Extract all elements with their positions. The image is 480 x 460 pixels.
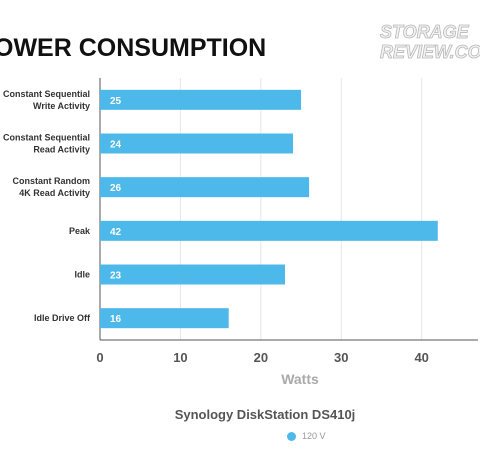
legend-title: Synology DiskStation DS410j: [174, 407, 356, 422]
x-tick-label: 0: [96, 350, 103, 365]
x-axis-label: Watts: [281, 371, 319, 387]
bar: [100, 220, 438, 241]
legend-series-label: 120 V: [302, 431, 326, 441]
x-tick-label: 10: [173, 350, 187, 365]
category-label: Constant Random 4K Read Activity: [13, 176, 91, 198]
bar: [100, 308, 229, 329]
x-tick-label: 30: [334, 350, 348, 365]
category-label: Idle Drive Off: [34, 313, 91, 323]
bar: [100, 133, 294, 154]
legend-swatch: [287, 431, 296, 441]
bar-value-label: 23: [110, 271, 122, 282]
x-tick-label: 20: [254, 350, 268, 365]
bar-value-label: 16: [110, 314, 122, 325]
bar-value-label: 26: [110, 183, 122, 194]
storagereview-logo: STORAGE REVIEW.COM: [380, 22, 480, 63]
category-label: Idle: [74, 270, 90, 280]
svg-text:STORAGE: STORAGE: [380, 22, 470, 42]
x-tick-label: 40: [414, 350, 428, 365]
category-label: Peak: [69, 226, 91, 236]
chart-title: OWER CONSUMPTION: [0, 34, 267, 62]
category-label: Constant Sequential Write Activity: [3, 89, 90, 111]
svg-text:REVIEW.COM: REVIEW.COM: [380, 42, 480, 62]
bar: [100, 89, 302, 110]
bar-value-label: 24: [110, 140, 122, 151]
legend-item-120v: 120 V: [287, 429, 326, 443]
bar: [100, 264, 285, 285]
category-label: Constant Sequential Read Activity: [3, 133, 90, 155]
bar-value-label: 42: [110, 227, 122, 238]
bar: [100, 177, 310, 198]
bar-value-label: 25: [110, 96, 122, 107]
